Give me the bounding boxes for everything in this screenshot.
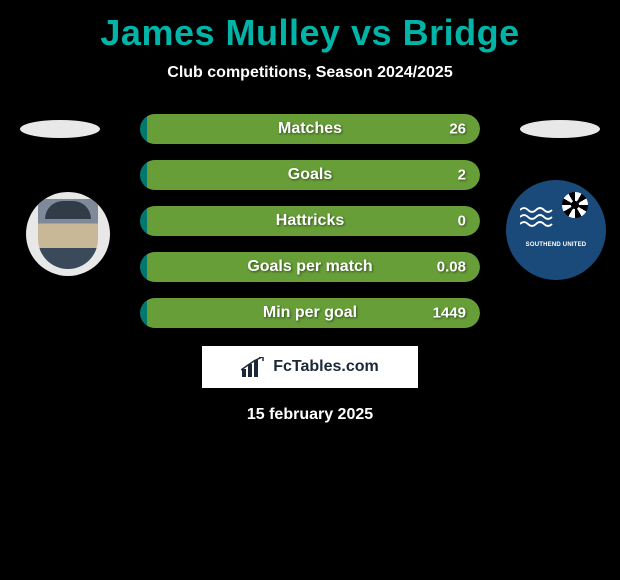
stat-label: Goals xyxy=(288,166,332,184)
football-icon xyxy=(560,190,590,220)
stat-row: Min per goal 1449 xyxy=(140,298,480,328)
stat-bar-left xyxy=(140,206,147,236)
club-crest-left xyxy=(26,192,110,276)
player-right-marker xyxy=(520,120,600,138)
stat-label: Goals per match xyxy=(247,258,372,276)
stat-value-right: 26 xyxy=(449,121,466,138)
page-title: James Mulley vs Bridge xyxy=(0,0,620,54)
player-left-marker xyxy=(20,120,100,138)
crest-banner-text: SOUTHEND UNITED xyxy=(521,242,591,262)
shield-icon: SOUTHEND UNITED xyxy=(516,190,596,270)
subtitle: Club competitions, Season 2024/2025 xyxy=(0,64,620,82)
stat-row: Goals 2 xyxy=(140,160,480,190)
stat-value-right: 1449 xyxy=(433,305,466,322)
branding-text: FcTables.com xyxy=(273,358,379,376)
stat-bar-left xyxy=(140,160,147,190)
stat-row: Goals per match 0.08 xyxy=(140,252,480,282)
stat-row: Matches 26 xyxy=(140,114,480,144)
stat-label: Matches xyxy=(278,120,342,138)
date-text: 15 february 2025 xyxy=(0,406,620,424)
club-crest-right: SOUTHEND UNITED xyxy=(506,180,606,280)
stat-bar-left xyxy=(140,298,147,328)
branding-badge: FcTables.com xyxy=(202,346,418,388)
bar-chart-icon xyxy=(241,357,267,377)
stats-list: Matches 26 Goals 2 Hattricks 0 Goals per match… xyxy=(140,114,480,328)
stat-label: Min per goal xyxy=(263,304,357,322)
stat-value-right: 0.08 xyxy=(437,259,466,276)
stat-bar-left xyxy=(140,114,147,144)
comparison-panel: SOUTHEND UNITED Matches 26 Goals 2 Hattricks… xyxy=(0,114,620,424)
shield-icon xyxy=(38,199,98,269)
stat-bar-left xyxy=(140,252,147,282)
stat-label: Hattricks xyxy=(276,212,344,230)
waves-icon xyxy=(520,206,556,228)
stat-value-right: 2 xyxy=(458,167,466,184)
stat-row: Hattricks 0 xyxy=(140,206,480,236)
stat-value-right: 0 xyxy=(458,213,466,230)
